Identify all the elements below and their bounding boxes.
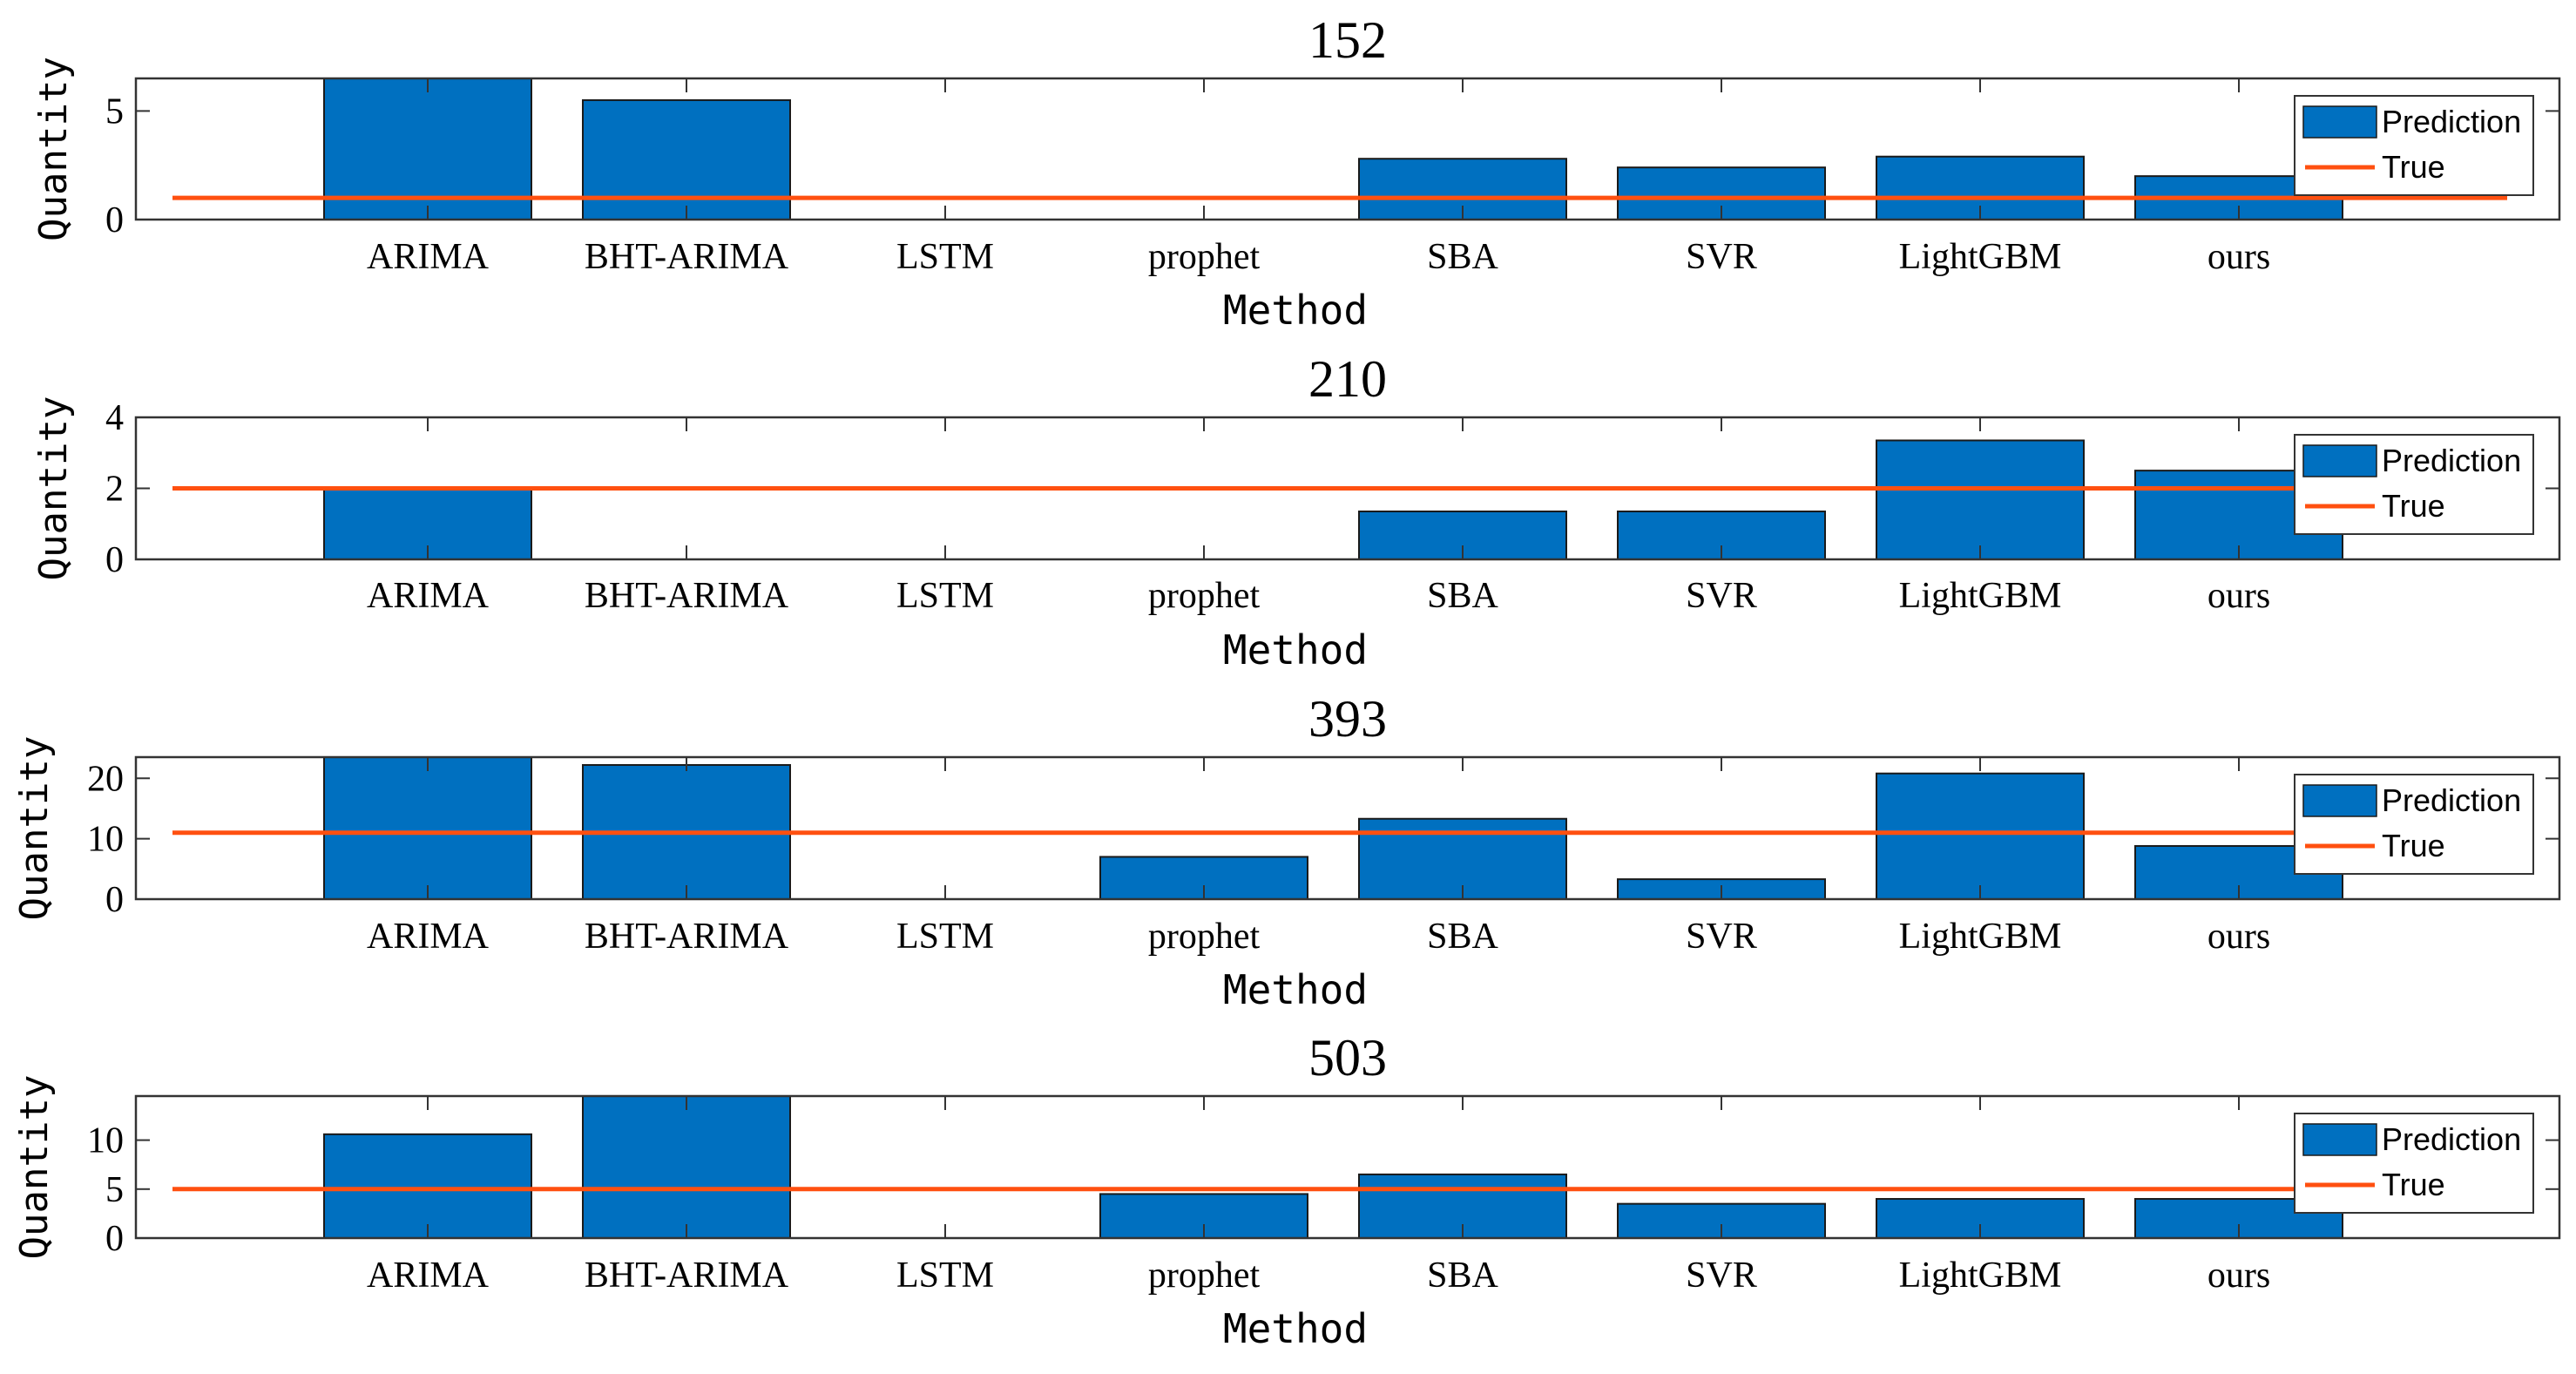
legend-prediction-label: Prediction [2382, 104, 2521, 139]
prediction-bar-arima [323, 1133, 532, 1240]
chart-panel-2: 210 ARIMA BHT-ARIMA LSTM prophet SBA SVR LightG… [31, 350, 2561, 673]
x-tick-label: LightGBM [1899, 237, 2062, 277]
axes-box [134, 77, 2561, 221]
legend: Prediction True [2294, 1113, 2534, 1214]
x-tick-label: prophet [1148, 576, 1261, 616]
x-tick-label: prophet [1148, 237, 1261, 277]
y-tick-label: 10 [87, 1121, 124, 1161]
legend-true-label: True [2382, 488, 2445, 524]
legend: Prediction True [2294, 434, 2534, 535]
y-axis-label: Quantity [12, 1075, 57, 1260]
x-tick-label: ours [2208, 576, 2270, 616]
y-axis-label: Quantity [12, 736, 57, 921]
y-tick-label: 5 [105, 91, 124, 132]
chart-title: 503 [1308, 1029, 1387, 1086]
x-tick-label: ARIMA [367, 917, 490, 957]
y-axis-label: Quantity [31, 396, 76, 581]
prediction-bar-lightgbm [1876, 439, 2085, 560]
x-tick-label: LSTM [896, 237, 994, 277]
x-tick-label: ours [2208, 237, 2270, 277]
chart-panel-3: 393 ARIMA BHT-ARIMA LSTM prophet SBA SVR LightG… [12, 690, 2561, 1013]
y-tick-label: 20 [87, 759, 124, 799]
x-axis-label: Method [1223, 966, 1368, 1013]
x-tick-label: BHT-ARIMA [585, 917, 789, 957]
x-axis-label: Method [1223, 287, 1368, 334]
y-tick-label: 0 [105, 540, 124, 580]
x-tick-label: prophet [1148, 917, 1261, 957]
y-tick-label: 2 [105, 470, 124, 510]
prediction-bar-bht-arima [582, 98, 791, 220]
legend-prediction-swatch [2302, 444, 2377, 477]
x-tick-label: BHT-ARIMA [585, 237, 789, 277]
legend: Prediction True [2294, 774, 2534, 875]
axes-box [134, 1094, 2561, 1240]
y-tick-label: 0 [105, 200, 124, 240]
chart-title: 152 [1308, 11, 1387, 69]
x-tick-label: ours [2208, 917, 2270, 957]
x-axis-label: Method [1223, 626, 1368, 673]
x-tick-label: SVR [1686, 1256, 1757, 1296]
legend: Prediction True [2294, 95, 2534, 196]
legend-prediction-swatch [2302, 1123, 2377, 1156]
y-tick-label: 10 [87, 820, 124, 860]
legend-true-label: True [2382, 828, 2445, 863]
x-tick-label: LSTM [896, 576, 994, 616]
x-axis-label: Method [1223, 1305, 1368, 1352]
y-tick-label: 4 [105, 398, 124, 438]
prediction-bar-lightgbm [1876, 1198, 2085, 1239]
legend-prediction-label: Prediction [2382, 443, 2521, 478]
prediction-bar-lightgbm [1876, 772, 2085, 900]
x-tick-label: LightGBM [1899, 917, 2062, 957]
x-tick-label: SBA [1427, 576, 1498, 616]
x-tick-label: SVR [1686, 576, 1757, 616]
x-tick-label: BHT-ARIMA [585, 576, 789, 616]
prediction-bar-arima [323, 756, 532, 900]
x-tick-label: SBA [1427, 917, 1498, 957]
x-tick-label: prophet [1148, 1256, 1261, 1296]
x-tick-label: LSTM [896, 1256, 994, 1296]
x-tick-label: SVR [1686, 917, 1757, 957]
prediction-bar-bht-arima [582, 1095, 791, 1239]
y-tick-label: 0 [105, 880, 124, 920]
y-axis-label: Quantity [31, 57, 76, 241]
legend-prediction-swatch [2302, 784, 2377, 817]
legend-prediction-label: Prediction [2382, 1121, 2521, 1157]
y-tick-label: 0 [105, 1219, 124, 1259]
x-tick-label: LightGBM [1899, 576, 2062, 616]
chart-panel-1: 152 ARIMA BHT-ARIMA LSTM prophet SBA SVR LightG… [31, 11, 2561, 334]
y-tick-label: 5 [105, 1170, 124, 1210]
legend-true-label: True [2382, 1167, 2445, 1202]
x-tick-label: SBA [1427, 237, 1498, 277]
x-tick-label: BHT-ARIMA [585, 1256, 789, 1296]
legend-prediction-label: Prediction [2382, 782, 2521, 818]
axes-box [134, 755, 2561, 901]
x-tick-label: ours [2208, 1256, 2270, 1296]
prediction-bar-svr [1617, 166, 1826, 220]
legend-true-label: True [2382, 149, 2445, 185]
x-tick-label: SBA [1427, 1256, 1498, 1296]
x-tick-label: LSTM [896, 917, 994, 957]
x-tick-label: ARIMA [367, 237, 490, 277]
chart-panel-4: 503 ARIMA BHT-ARIMA LSTM prophet SBA SVR LightG… [12, 1029, 2561, 1352]
x-tick-label: LightGBM [1899, 1256, 2062, 1296]
x-tick-label: ARIMA [367, 576, 490, 616]
chart-title: 393 [1308, 690, 1387, 748]
x-tick-label: ARIMA [367, 1256, 490, 1296]
x-tick-label: SVR [1686, 237, 1757, 277]
legend-prediction-swatch [2302, 105, 2377, 139]
chart-title: 210 [1308, 350, 1387, 408]
